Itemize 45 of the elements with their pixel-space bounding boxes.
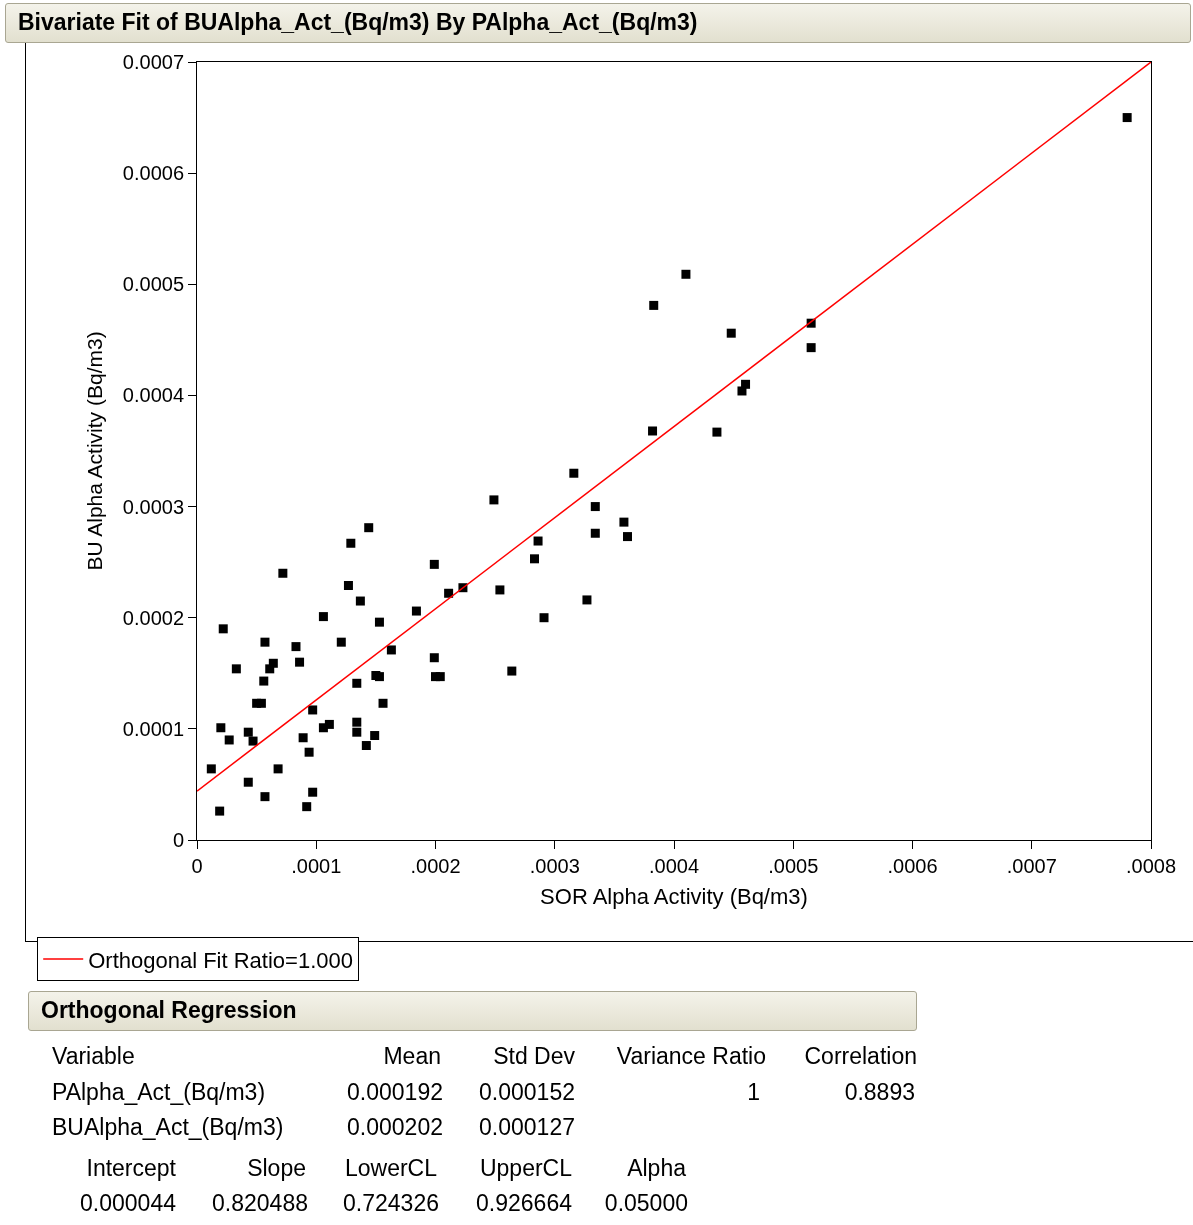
y-tick-label: 0 bbox=[172, 829, 184, 851]
text: 0.724326 bbox=[343, 1190, 439, 1217]
text: BUAlpha_Act_(Bq/m3) bbox=[52, 1114, 284, 1141]
x-axis-title: SOR Alpha Activity (Bq/m3) bbox=[540, 883, 808, 909]
text: PAlpha_Act_(Bq/m3) bbox=[52, 1079, 266, 1106]
text: LowerCL bbox=[344, 1155, 437, 1182]
x-tick-label: .0002 bbox=[410, 855, 461, 877]
text: 1 bbox=[747, 1079, 760, 1106]
x-tick-label: .0004 bbox=[648, 855, 700, 877]
y-tick-label: 0.0002 bbox=[122, 606, 184, 629]
text: Variable bbox=[52, 1043, 135, 1070]
text: Intercept bbox=[86, 1155, 176, 1182]
y-tick-label: 0.0007 bbox=[122, 51, 184, 73]
text: 0.000192 bbox=[347, 1079, 443, 1106]
x-tick-label: .0006 bbox=[887, 855, 938, 877]
text: UpperCL bbox=[479, 1155, 572, 1182]
text: 0.05000 bbox=[604, 1190, 688, 1217]
y-tick-label: 0.0006 bbox=[122, 162, 184, 185]
x-tick-label: .0001 bbox=[291, 855, 342, 877]
y-tick-label: 0.0001 bbox=[122, 717, 184, 740]
text: 0.926664 bbox=[476, 1190, 572, 1217]
text: 0.000152 bbox=[479, 1079, 575, 1106]
x-tick-label: .0007 bbox=[1006, 855, 1057, 877]
text: Correlation bbox=[804, 1043, 917, 1070]
y-tick-label: 0.0003 bbox=[122, 495, 184, 518]
text: 0.8893 bbox=[844, 1079, 915, 1106]
x-tick-label: .0008 bbox=[1125, 855, 1177, 877]
text: 0.000202 bbox=[347, 1114, 443, 1141]
y-axis-title: BU Alpha Activity (Bq/m3) bbox=[82, 331, 106, 571]
text: Std Dev bbox=[493, 1043, 575, 1070]
legend-label: Orthogonal Fit Ratio=1.000 bbox=[88, 947, 353, 973]
x-tick-label: .0005 bbox=[768, 855, 819, 877]
text: Orthogonal Regression bbox=[28, 991, 917, 1031]
text: 0.000127 bbox=[479, 1114, 575, 1141]
chart-title: Bivariate Fit of BUAlpha_Act_(Bq/m3) By PAlpha_Act_(Bq/m3) bbox=[5, 3, 1191, 43]
y-tick-label: 0.0005 bbox=[122, 273, 184, 296]
x-tick-label: .0003 bbox=[529, 855, 580, 877]
text: 0.820488 bbox=[212, 1190, 308, 1217]
text: Slope bbox=[247, 1155, 306, 1182]
text: Mean bbox=[383, 1043, 441, 1070]
x-tick-label: 0 bbox=[191, 855, 203, 877]
text: Variance Ratio bbox=[616, 1043, 766, 1070]
y-tick-label: 0.0004 bbox=[122, 384, 184, 407]
text: Alpha bbox=[627, 1155, 686, 1182]
text: 0.000044 bbox=[80, 1190, 176, 1217]
